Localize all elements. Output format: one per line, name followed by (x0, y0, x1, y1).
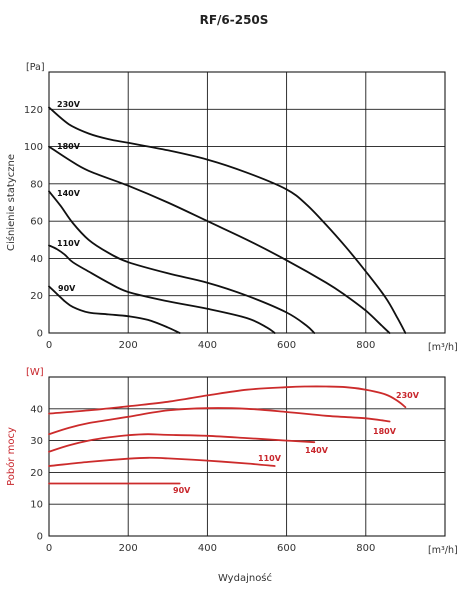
chart-title: RF/6-250S (200, 13, 269, 27)
series-label-230v: 230V (57, 100, 81, 109)
series-line-230v (48, 106, 407, 334)
series-label-90v: 90V (58, 284, 76, 293)
series-line-110v (48, 244, 276, 334)
y-tick-label: 10 (30, 500, 43, 511)
series-label-110v: 110V (258, 454, 282, 463)
series-line-180v (48, 145, 391, 334)
series-line-140v (48, 433, 316, 453)
y-tick-label: 60 (30, 217, 43, 228)
x-unit-label: [m³/h] (428, 545, 458, 556)
series-label-90v: 90V (173, 486, 191, 495)
x-tick-label: 200 (119, 340, 138, 351)
series-line-90v (48, 285, 181, 334)
y-tick-label: 20 (30, 468, 43, 479)
y-tick-label: 0 (37, 329, 43, 340)
x-tick-label: 0 (46, 543, 52, 554)
x-unit-label: [m³/h] (428, 342, 458, 353)
y-tick-label: 30 (30, 436, 43, 447)
series-label-180v: 180V (57, 142, 81, 151)
y-tick-label: 0 (37, 532, 43, 543)
x-tick-label: 800 (356, 340, 375, 351)
series-label-180v: 180V (373, 427, 397, 436)
series-line-230v (48, 385, 407, 415)
x-tick-label: 400 (198, 340, 217, 351)
y-tick-label: 80 (30, 179, 43, 190)
x-tick-label: 600 (277, 543, 296, 554)
series-line-140v (48, 190, 316, 334)
y-unit-label: [Pa] (26, 62, 45, 73)
x-tick-label: 800 (356, 543, 375, 554)
y-axis-title: Pobór mocy (5, 427, 17, 486)
x-tick-label: 200 (119, 543, 138, 554)
y-tick-label: 20 (30, 291, 43, 302)
plot-frame (48, 376, 446, 537)
series-line-180v (48, 407, 391, 436)
series-label-110v: 110V (57, 239, 81, 248)
series-label-140v: 140V (57, 189, 81, 198)
y-tick-label: 100 (24, 142, 43, 153)
y-tick-label: 120 (24, 105, 43, 116)
x-axis-title: Wydajność (218, 572, 272, 584)
x-tick-label: 600 (277, 340, 296, 351)
y-unit-label: [W] (26, 367, 44, 378)
series-label-140v: 140V (305, 446, 329, 455)
y-tick-label: 40 (30, 254, 43, 265)
y-tick-label: 40 (30, 404, 43, 415)
x-tick-label: 0 (46, 340, 52, 351)
series-label-230v: 230V (396, 391, 420, 400)
x-tick-label: 400 (198, 543, 217, 554)
series-line-110v (48, 456, 276, 467)
plot-frame (48, 71, 446, 334)
pressure-chart: 0 20 40 60 80 100 120 0 200 400 600 800 [Pa] [m³/h] Ci… (5, 62, 458, 353)
y-axis-title: Ciśnienie statyczne (5, 154, 17, 251)
